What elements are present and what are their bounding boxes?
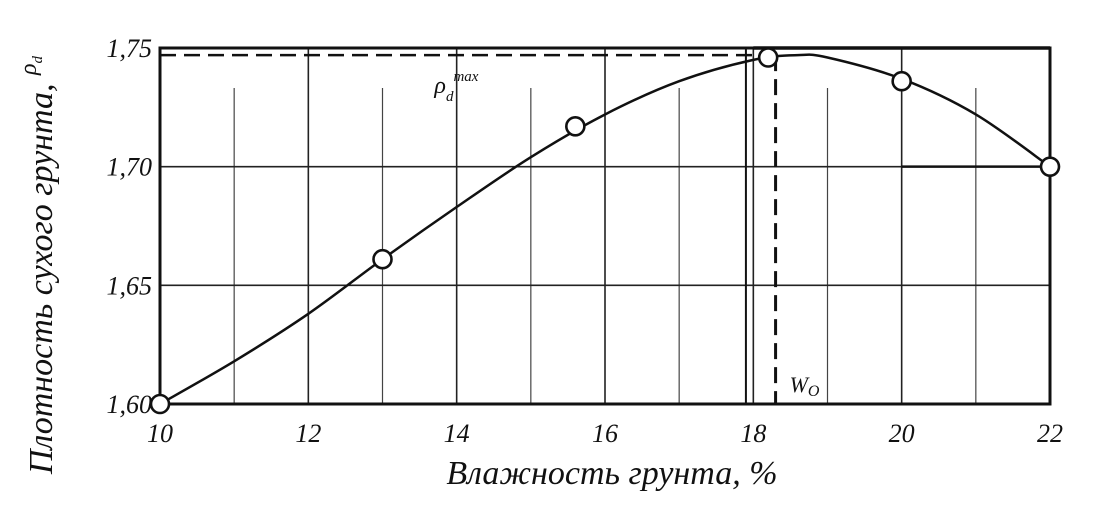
data-point: [891, 70, 912, 92]
x-tick-labels: 10 12 14 16 18 20 22: [147, 419, 1063, 448]
rho-max-symbol: ρ: [433, 73, 446, 99]
data-point: [372, 248, 393, 270]
y-axis-title-symbol-sub: d: [30, 55, 46, 63]
x-tick-label: 16: [592, 419, 618, 448]
x-tick-label: 14: [444, 419, 470, 448]
y-tick-label: 1,65: [107, 271, 153, 300]
rho-max-label: ρd max: [433, 69, 478, 105]
x-axis-title: Влажность грунта, %: [446, 455, 777, 492]
y-axis-title-symbol: ρ: [16, 63, 42, 76]
y-tick-labels: 1,60 1,65 1,70 1,75: [107, 34, 153, 419]
y-axis-title-text: Плотность сухого грунта,: [23, 75, 60, 475]
data-point: [565, 116, 586, 137]
w-opt-label: WO: [790, 372, 820, 400]
w-opt-symbol: W: [790, 372, 810, 397]
y-tick-label: 1,75: [107, 34, 153, 63]
y-tick-label: 1,70: [107, 153, 153, 182]
data-points: [149, 47, 1061, 415]
data-point: [149, 393, 171, 415]
w-opt-sub: O: [808, 383, 820, 400]
annotations: ρd max WO: [433, 69, 819, 400]
data-point: [1039, 156, 1061, 177]
y-tick-label: 1,60: [107, 390, 153, 419]
y-axis-title-group: Плотность сухого грунта, ρd: [16, 55, 60, 475]
plot-frame: [158, 46, 1052, 406]
x-tick-label: 12: [295, 419, 321, 448]
rho-max-sup: max: [453, 69, 478, 85]
x-tick-label: 18: [740, 419, 766, 448]
y-axis-title: Плотность сухого грунта, ρd: [16, 55, 60, 475]
grid: [160, 48, 1050, 404]
x-tick-label: 20: [889, 419, 915, 448]
rho-max-sub: d: [446, 89, 454, 105]
x-tick-label: 10: [147, 419, 173, 448]
data-point: [757, 47, 779, 68]
x-tick-label: 22: [1037, 419, 1063, 448]
